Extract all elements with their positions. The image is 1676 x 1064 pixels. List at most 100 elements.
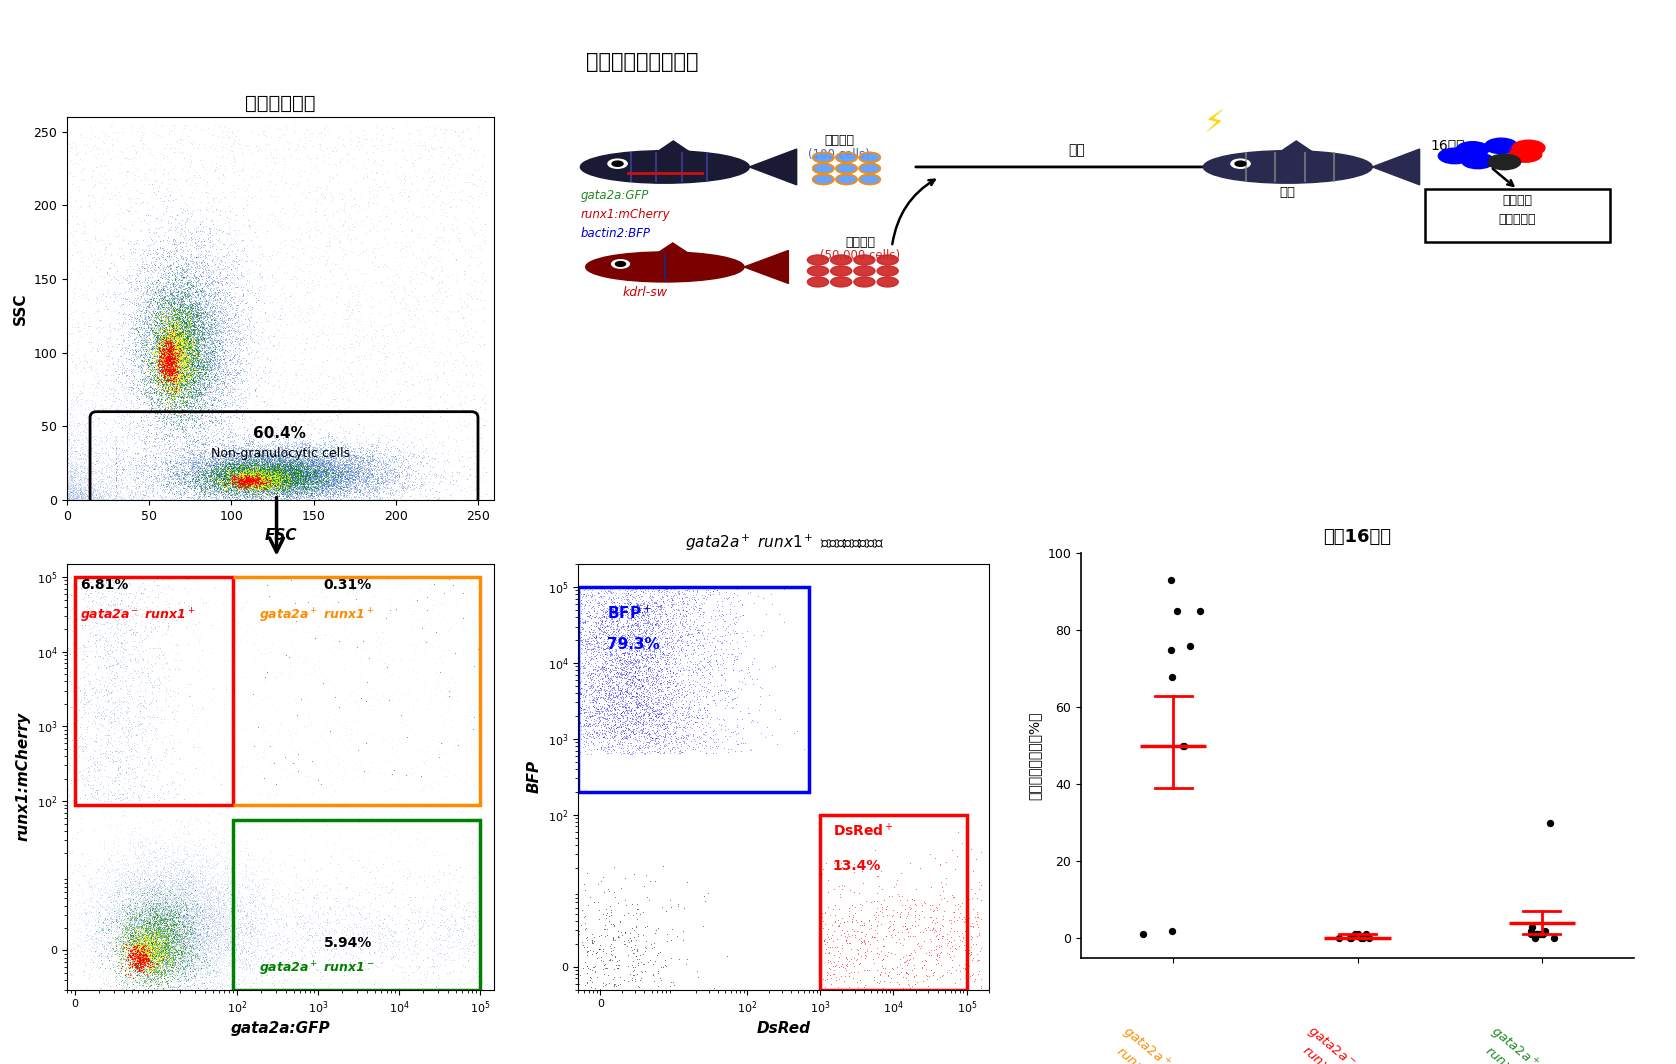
Point — [91, 390, 117, 408]
Point — [196, 909, 223, 926]
Point — [168, 943, 194, 960]
Point — [147, 359, 174, 376]
Point — [134, 356, 161, 373]
Point — [159, 957, 186, 974]
Point — [163, 596, 189, 613]
Point — [432, 772, 459, 789]
Point — [228, 460, 255, 477]
Point — [184, 310, 211, 327]
Point — [607, 683, 634, 700]
Point — [191, 397, 218, 414]
Point — [342, 460, 369, 477]
Point — [126, 974, 153, 991]
Point — [60, 311, 87, 328]
Point — [188, 354, 215, 371]
Point — [310, 336, 337, 353]
Point — [199, 367, 226, 384]
Point — [186, 897, 213, 914]
Point — [632, 628, 659, 645]
Point — [178, 377, 204, 394]
Point — [272, 467, 298, 484]
Point — [342, 446, 369, 463]
Point — [722, 726, 749, 743]
Point — [328, 481, 355, 498]
Point — [173, 251, 199, 268]
Point — [149, 888, 176, 905]
Point — [204, 455, 231, 472]
Point — [466, 398, 493, 415]
Point — [149, 354, 176, 371]
Point — [446, 230, 473, 247]
Point — [283, 915, 310, 932]
Point — [154, 331, 181, 348]
Point — [240, 468, 266, 485]
Point — [238, 473, 265, 491]
Point — [159, 366, 186, 383]
Point — [127, 329, 154, 346]
Point — [136, 297, 163, 314]
Point — [245, 461, 272, 478]
Point — [137, 894, 164, 911]
Point — [176, 864, 203, 881]
Point — [870, 998, 897, 1015]
Point — [163, 372, 189, 389]
Point — [236, 958, 263, 975]
Point — [129, 904, 156, 921]
Point — [424, 488, 451, 505]
Point — [168, 946, 194, 963]
Point — [295, 463, 322, 480]
Point — [186, 330, 213, 347]
Point — [203, 345, 230, 362]
Point — [458, 140, 484, 157]
Point — [107, 876, 134, 893]
Point — [151, 334, 178, 351]
Point — [64, 488, 91, 505]
Point — [64, 263, 91, 280]
Point — [236, 451, 263, 468]
Point — [179, 778, 206, 795]
Point — [163, 421, 189, 438]
Point — [121, 947, 147, 964]
Point — [228, 997, 255, 1014]
Point — [97, 371, 124, 388]
Point — [194, 891, 221, 908]
Point — [256, 487, 283, 504]
Point — [159, 319, 186, 336]
Point — [169, 348, 196, 365]
Point — [235, 483, 261, 500]
Point — [216, 905, 243, 922]
Point — [142, 967, 169, 984]
X-axis label: gata2a:GFP: gata2a:GFP — [231, 1021, 330, 1036]
Point — [176, 940, 203, 957]
Point — [292, 286, 318, 303]
Point — [144, 350, 171, 367]
Point — [168, 338, 194, 355]
Point — [184, 360, 211, 377]
Point — [166, 359, 193, 376]
Point — [169, 346, 196, 363]
Point — [161, 888, 188, 905]
Point — [379, 912, 406, 929]
Point — [256, 454, 283, 471]
Point — [149, 944, 176, 961]
Point — [441, 916, 468, 933]
Point — [359, 450, 385, 467]
Point — [154, 352, 181, 369]
Point — [168, 339, 194, 356]
Point — [251, 452, 278, 469]
Point — [144, 842, 171, 859]
Point — [158, 358, 184, 375]
Point — [121, 908, 147, 925]
Point — [593, 907, 620, 924]
Point — [210, 461, 236, 478]
Point — [72, 453, 99, 470]
Point — [258, 447, 285, 464]
Point — [233, 462, 260, 479]
Point — [231, 449, 258, 466]
Point — [163, 316, 189, 333]
Point — [173, 326, 199, 343]
Point — [96, 421, 122, 438]
Point — [627, 683, 654, 700]
Point — [112, 399, 139, 416]
Point — [171, 933, 198, 950]
